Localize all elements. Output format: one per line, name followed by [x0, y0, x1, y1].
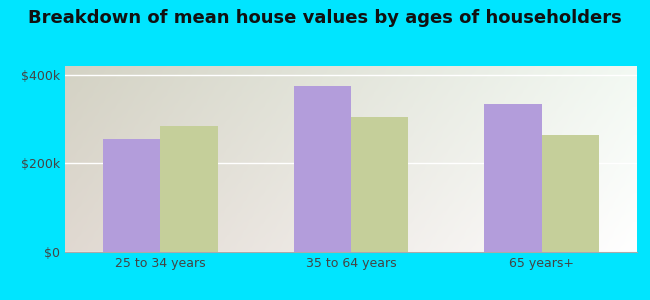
- Bar: [484, 103, 541, 252]
- Bar: [103, 139, 161, 252]
- Bar: [294, 86, 351, 252]
- Bar: [351, 117, 408, 252]
- Bar: [541, 135, 599, 252]
- Bar: [161, 126, 218, 252]
- Text: Breakdown of mean house values by ages of householders: Breakdown of mean house values by ages o…: [28, 9, 622, 27]
